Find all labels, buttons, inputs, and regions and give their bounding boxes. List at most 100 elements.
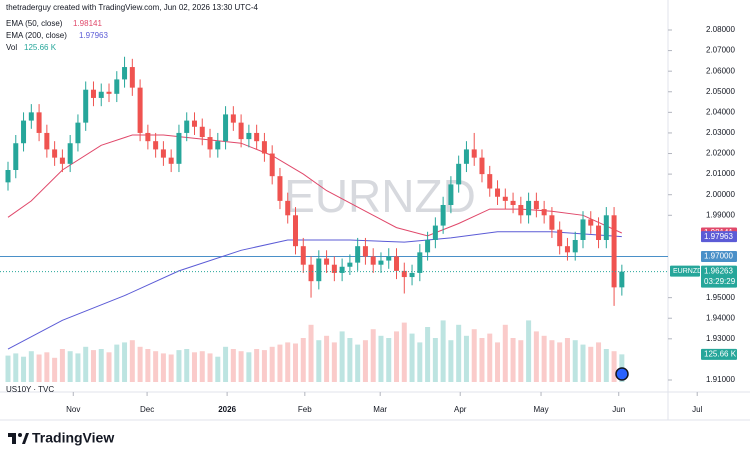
volume-bar [28, 351, 34, 382]
candle-body [67, 143, 73, 164]
volume-bar [596, 342, 602, 382]
candle-body [533, 200, 539, 210]
ema-price-label: 1.97963 [704, 232, 733, 241]
volume-bar [448, 340, 454, 382]
y-tick-label: 1.99000 [706, 210, 735, 219]
volume-bar [557, 342, 563, 382]
volume-bar [347, 338, 353, 382]
candle-body [246, 132, 252, 140]
candle-body [417, 252, 423, 273]
ema-price-box [701, 231, 737, 243]
symbol-box [670, 265, 700, 277]
candle-body [440, 204, 446, 226]
candle-body [277, 176, 283, 201]
x-tick-label: Nov [66, 405, 80, 414]
volume-bar [285, 342, 291, 382]
candle-body [487, 174, 493, 189]
candle-body [324, 258, 330, 265]
volume-bar [246, 352, 252, 382]
candle-body [564, 246, 570, 253]
candle-body [549, 215, 555, 230]
candle-body [199, 126, 205, 138]
volume-bar [471, 329, 477, 382]
ema-line [7, 134, 623, 237]
candle-body [580, 219, 586, 240]
volume-bar [83, 346, 89, 382]
volume-bar [331, 342, 337, 382]
candle-body [207, 137, 213, 150]
candle-body [432, 225, 438, 240]
volume-bar [44, 352, 50, 382]
replay-button[interactable] [615, 367, 629, 381]
ema-line [7, 231, 622, 350]
volume-bar [386, 338, 392, 382]
volume-bar [324, 335, 330, 382]
volume-bar [238, 351, 244, 382]
volume-bar [153, 351, 159, 382]
y-tick-label: 1.93000 [706, 334, 735, 343]
volume-bar [495, 342, 501, 382]
volume-bar [588, 346, 594, 382]
legend-name: EMA (200, close) [6, 31, 67, 40]
volume-bar [98, 349, 104, 382]
volume-bar [59, 349, 65, 382]
candle-body [36, 112, 42, 133]
x-tick-label: 2026 [218, 405, 236, 414]
candle-body [238, 122, 244, 140]
volume-bar [339, 331, 345, 382]
brand-logo [8, 433, 29, 444]
legend-name: Vol [6, 43, 17, 52]
volume-bar [145, 349, 151, 382]
candle-body [557, 229, 563, 247]
y-tick-label: 2.08000 [706, 25, 735, 34]
volume-bar [572, 340, 578, 382]
candle-body [184, 120, 190, 133]
candle-body [44, 132, 50, 150]
volume-bar [184, 349, 190, 382]
pane-label: US10Y · TVC [6, 385, 54, 394]
candle-body [308, 264, 314, 282]
candle-body [21, 120, 27, 144]
x-tick-label: May [533, 405, 548, 414]
volume-bar [207, 353, 213, 382]
candle-body [59, 157, 65, 164]
candle-body [176, 132, 182, 164]
volume-bar [611, 351, 617, 382]
x-tick-label: Feb [298, 405, 312, 414]
candle-body [230, 114, 236, 123]
candle-body [603, 215, 609, 240]
volume-bar [199, 351, 205, 382]
volume-bar [254, 349, 260, 382]
candle-body [409, 272, 415, 278]
volume-bar [21, 356, 27, 382]
level-price-box [701, 250, 737, 262]
x-tick-label: Apr [454, 405, 467, 414]
volume-bar [215, 356, 221, 382]
candle-body [114, 79, 120, 94]
legend-name: EMA (50, close) [6, 19, 63, 28]
legend-value: 1.97963 [79, 31, 108, 40]
volume-bar [90, 350, 96, 382]
volume-bar [362, 340, 368, 382]
volume-bar [36, 354, 42, 382]
volume-bar [370, 329, 376, 382]
candle-body [495, 188, 501, 197]
candle-body [611, 215, 617, 288]
volume-bar [129, 340, 135, 382]
y-tick-label: 2.04000 [706, 107, 735, 116]
candle-body [292, 215, 298, 247]
volume-bar [52, 357, 58, 382]
candle-body [261, 141, 267, 154]
candle-body [394, 256, 400, 271]
countdown-label: 03:29:29 [704, 277, 736, 286]
candle-body [339, 266, 345, 273]
last-price-label: 1.96263 [704, 266, 733, 275]
candle-body [510, 200, 516, 205]
volume-bar [394, 331, 400, 382]
candle-body [448, 184, 454, 205]
candle-body [355, 246, 361, 263]
candle-body [98, 91, 104, 98]
candle-body [401, 270, 407, 278]
